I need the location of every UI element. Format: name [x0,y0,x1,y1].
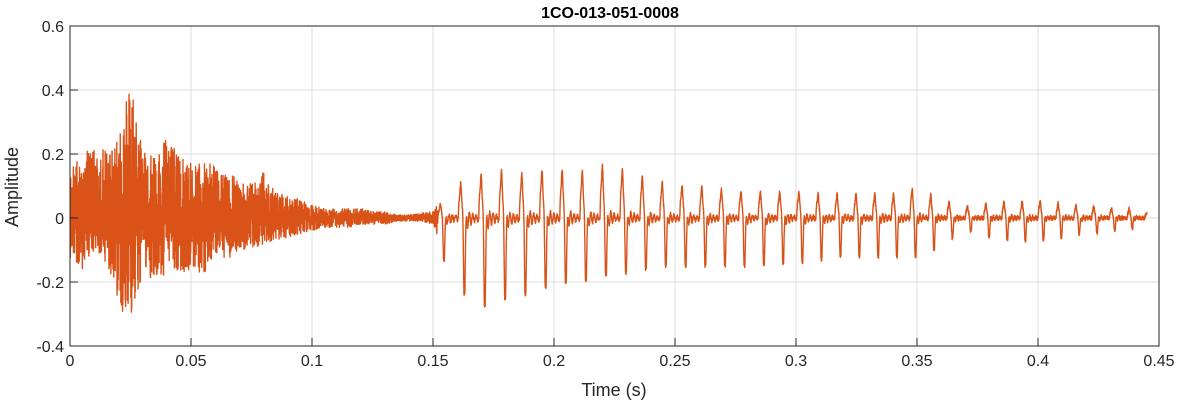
plot-area [70,93,1148,313]
x-axis: 0 0.05 0.1 0.15 0.2 0.25 0.3 0.35 0.4 0.45 [66,338,1175,370]
x-tick-label: 0.1 [301,353,323,370]
x-tick-label: 0.35 [901,353,932,370]
x-tick-label: 0.05 [175,353,206,370]
x-tick-label: 0.3 [785,353,807,370]
y-tick-label: 0.2 [42,147,64,164]
chart-title: 1CO-013-051-0008 [541,5,679,22]
x-tick-label: 0.45 [1143,353,1174,370]
x-tick-label: 0.2 [543,353,565,370]
x-tick-label: 0.25 [659,353,690,370]
x-tick-label: 0.15 [417,353,448,370]
y-tick-label: -0.2 [36,275,64,292]
y-axis: -0.4 -0.2 0 0.2 0.4 0.6 [36,19,78,356]
x-tick-label: 0.4 [1027,353,1049,370]
y-tick-label: 0.6 [42,19,64,36]
x-axis-label: Time (s) [581,380,646,400]
axes-box [69,25,1160,347]
y-tick-label: 0.4 [42,83,64,100]
y-axis-label: Amplitude [2,147,22,227]
y-tick-label: -0.4 [36,339,64,356]
x-tick-label: 0 [66,353,75,370]
y-tick-label: 0 [55,211,64,228]
waveform-series-line [70,93,1148,313]
